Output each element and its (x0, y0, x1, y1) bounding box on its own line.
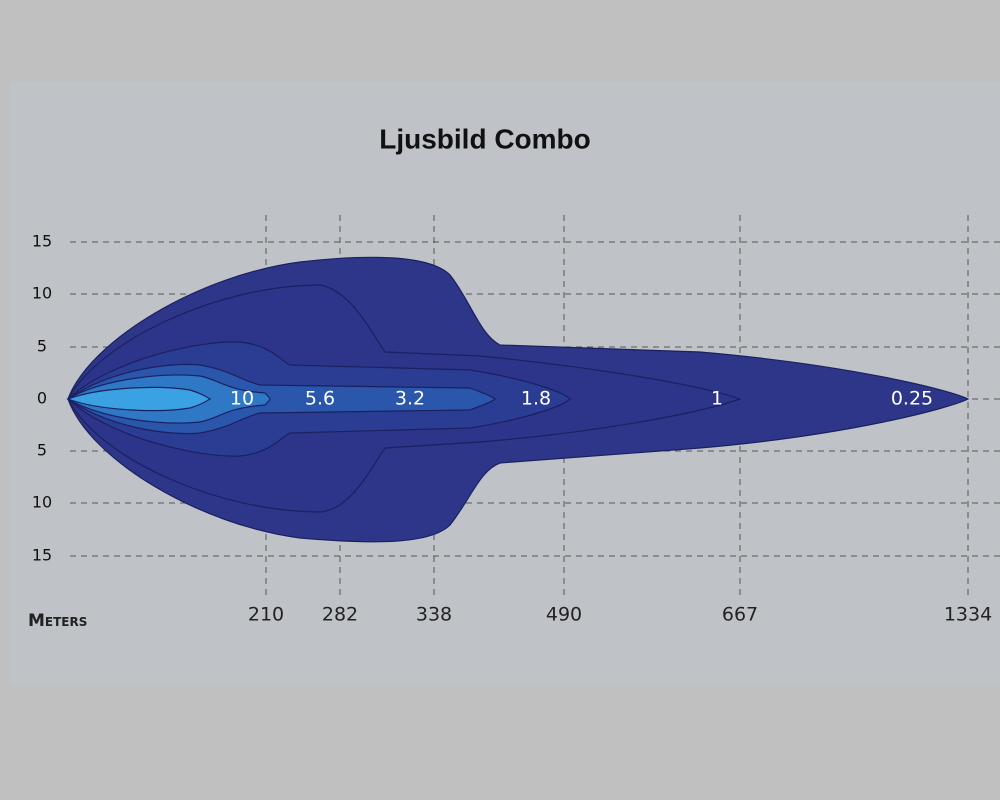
title: Ljusbild Combo (379, 123, 591, 154)
contour-10 (66, 386, 212, 412)
zone-labels: 10 5.6 3.2 1.8 1 0.25 (230, 388, 933, 410)
x-axis-label: Meters (28, 611, 87, 631)
beam-pattern (66, 256, 970, 543)
x-label: 210 (248, 604, 284, 626)
x-axis: Meters 210 282 338 490 667 1334 (28, 604, 992, 632)
y-label: 15 (32, 232, 52, 251)
x-label: 282 (322, 604, 358, 626)
zone-label: 3.2 (395, 388, 425, 410)
x-label: 490 (546, 604, 582, 626)
zone-label: 10 (230, 388, 254, 410)
x-label: 338 (416, 604, 452, 626)
y-label: 10 (32, 493, 52, 512)
y-label: 10 (32, 284, 52, 303)
zone-label: 5.6 (305, 388, 335, 410)
x-label: 1334 (944, 604, 992, 626)
y-label: 15 (32, 546, 52, 565)
zone-label: 0.25 (891, 388, 933, 410)
y-axis: 15 10 5 0 5 10 15 (32, 232, 52, 565)
y-label: 0 (37, 389, 47, 408)
y-label: 5 (37, 337, 47, 356)
zone-label: 1 (711, 388, 723, 410)
zone-label: 1.8 (521, 388, 551, 410)
x-label: 667 (722, 604, 758, 626)
y-label: 5 (37, 441, 47, 460)
